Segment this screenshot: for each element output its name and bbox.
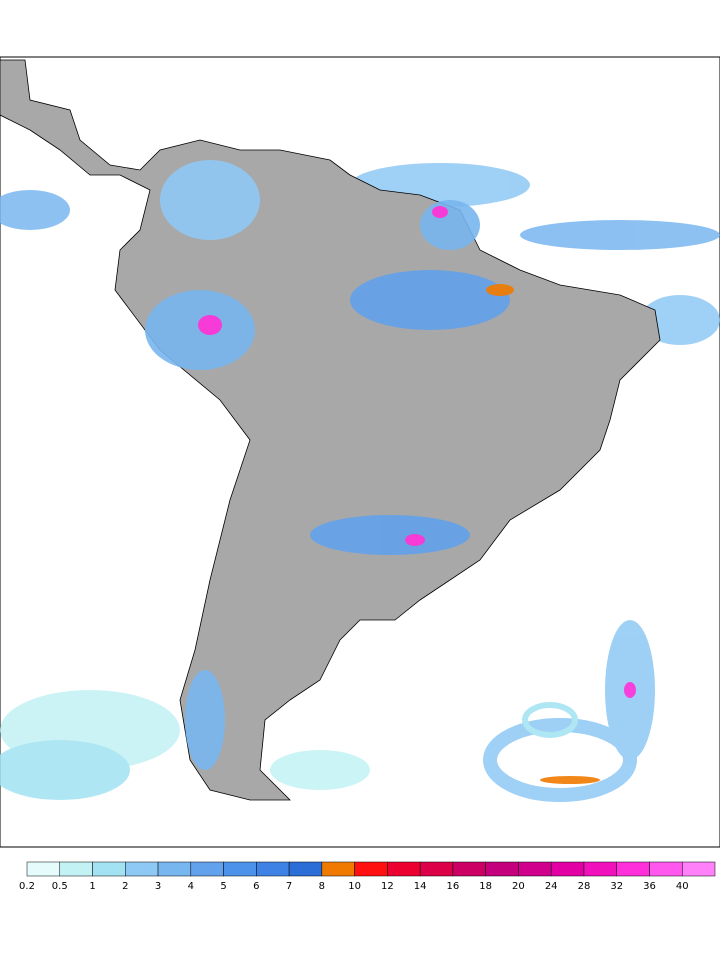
- legend-swatch: [616, 861, 650, 877]
- legend-label: 32: [610, 881, 623, 892]
- legend-swatch: [354, 861, 388, 877]
- legend-label: 18: [479, 881, 492, 892]
- legend-label: 28: [578, 881, 591, 892]
- continent: [0, 59, 661, 801]
- legend-label: 10: [348, 881, 361, 892]
- legend-label: 12: [381, 881, 394, 892]
- legend-label: 8: [319, 881, 325, 892]
- legend-label: 3: [155, 881, 161, 892]
- legend-label: 36: [643, 881, 656, 892]
- legend-swatch: [223, 861, 257, 877]
- legend-label: 14: [414, 881, 427, 892]
- legend-swatch: [190, 861, 224, 877]
- legend-swatch: [387, 861, 421, 877]
- legend-label: 16: [447, 881, 460, 892]
- legend-label: 4: [188, 881, 194, 892]
- legend-label: 0.2: [19, 881, 35, 892]
- legend-label: 1: [89, 881, 95, 892]
- legend-label: 2: [122, 881, 128, 892]
- legend-label: 6: [253, 881, 259, 892]
- legend-label: 0.5: [52, 881, 68, 892]
- legend-swatch: [288, 861, 323, 877]
- legend-swatch: [125, 861, 159, 877]
- legend-label: 40: [676, 881, 689, 892]
- legend-swatch: [92, 861, 126, 877]
- land-precip: [145, 160, 636, 784]
- legend-swatch: [321, 861, 355, 877]
- legend-swatch: [157, 861, 192, 877]
- legend-swatch: [681, 861, 716, 877]
- legend-swatch: [518, 861, 552, 877]
- map: [0, 56, 720, 848]
- legend-swatch: [256, 861, 290, 877]
- legend-swatch: [452, 861, 486, 877]
- legend-label: 24: [545, 881, 558, 892]
- legend-swatch: [485, 861, 519, 877]
- legend-swatch: [419, 861, 454, 877]
- legend-swatch: [26, 861, 61, 877]
- legend-swatch: [550, 861, 585, 877]
- legend-swatch: [649, 861, 683, 877]
- legend-swatch: [59, 861, 93, 877]
- colorbar: 0.2 0.5 1 2 3 4 5 6 7 8 10 12 14 16 18 20 24 28 32 36 40: [19, 861, 716, 892]
- legend-swatch: [583, 861, 617, 877]
- legend-label: 20: [512, 881, 525, 892]
- legend-label: 7: [286, 881, 292, 892]
- legend-label: 5: [220, 881, 226, 892]
